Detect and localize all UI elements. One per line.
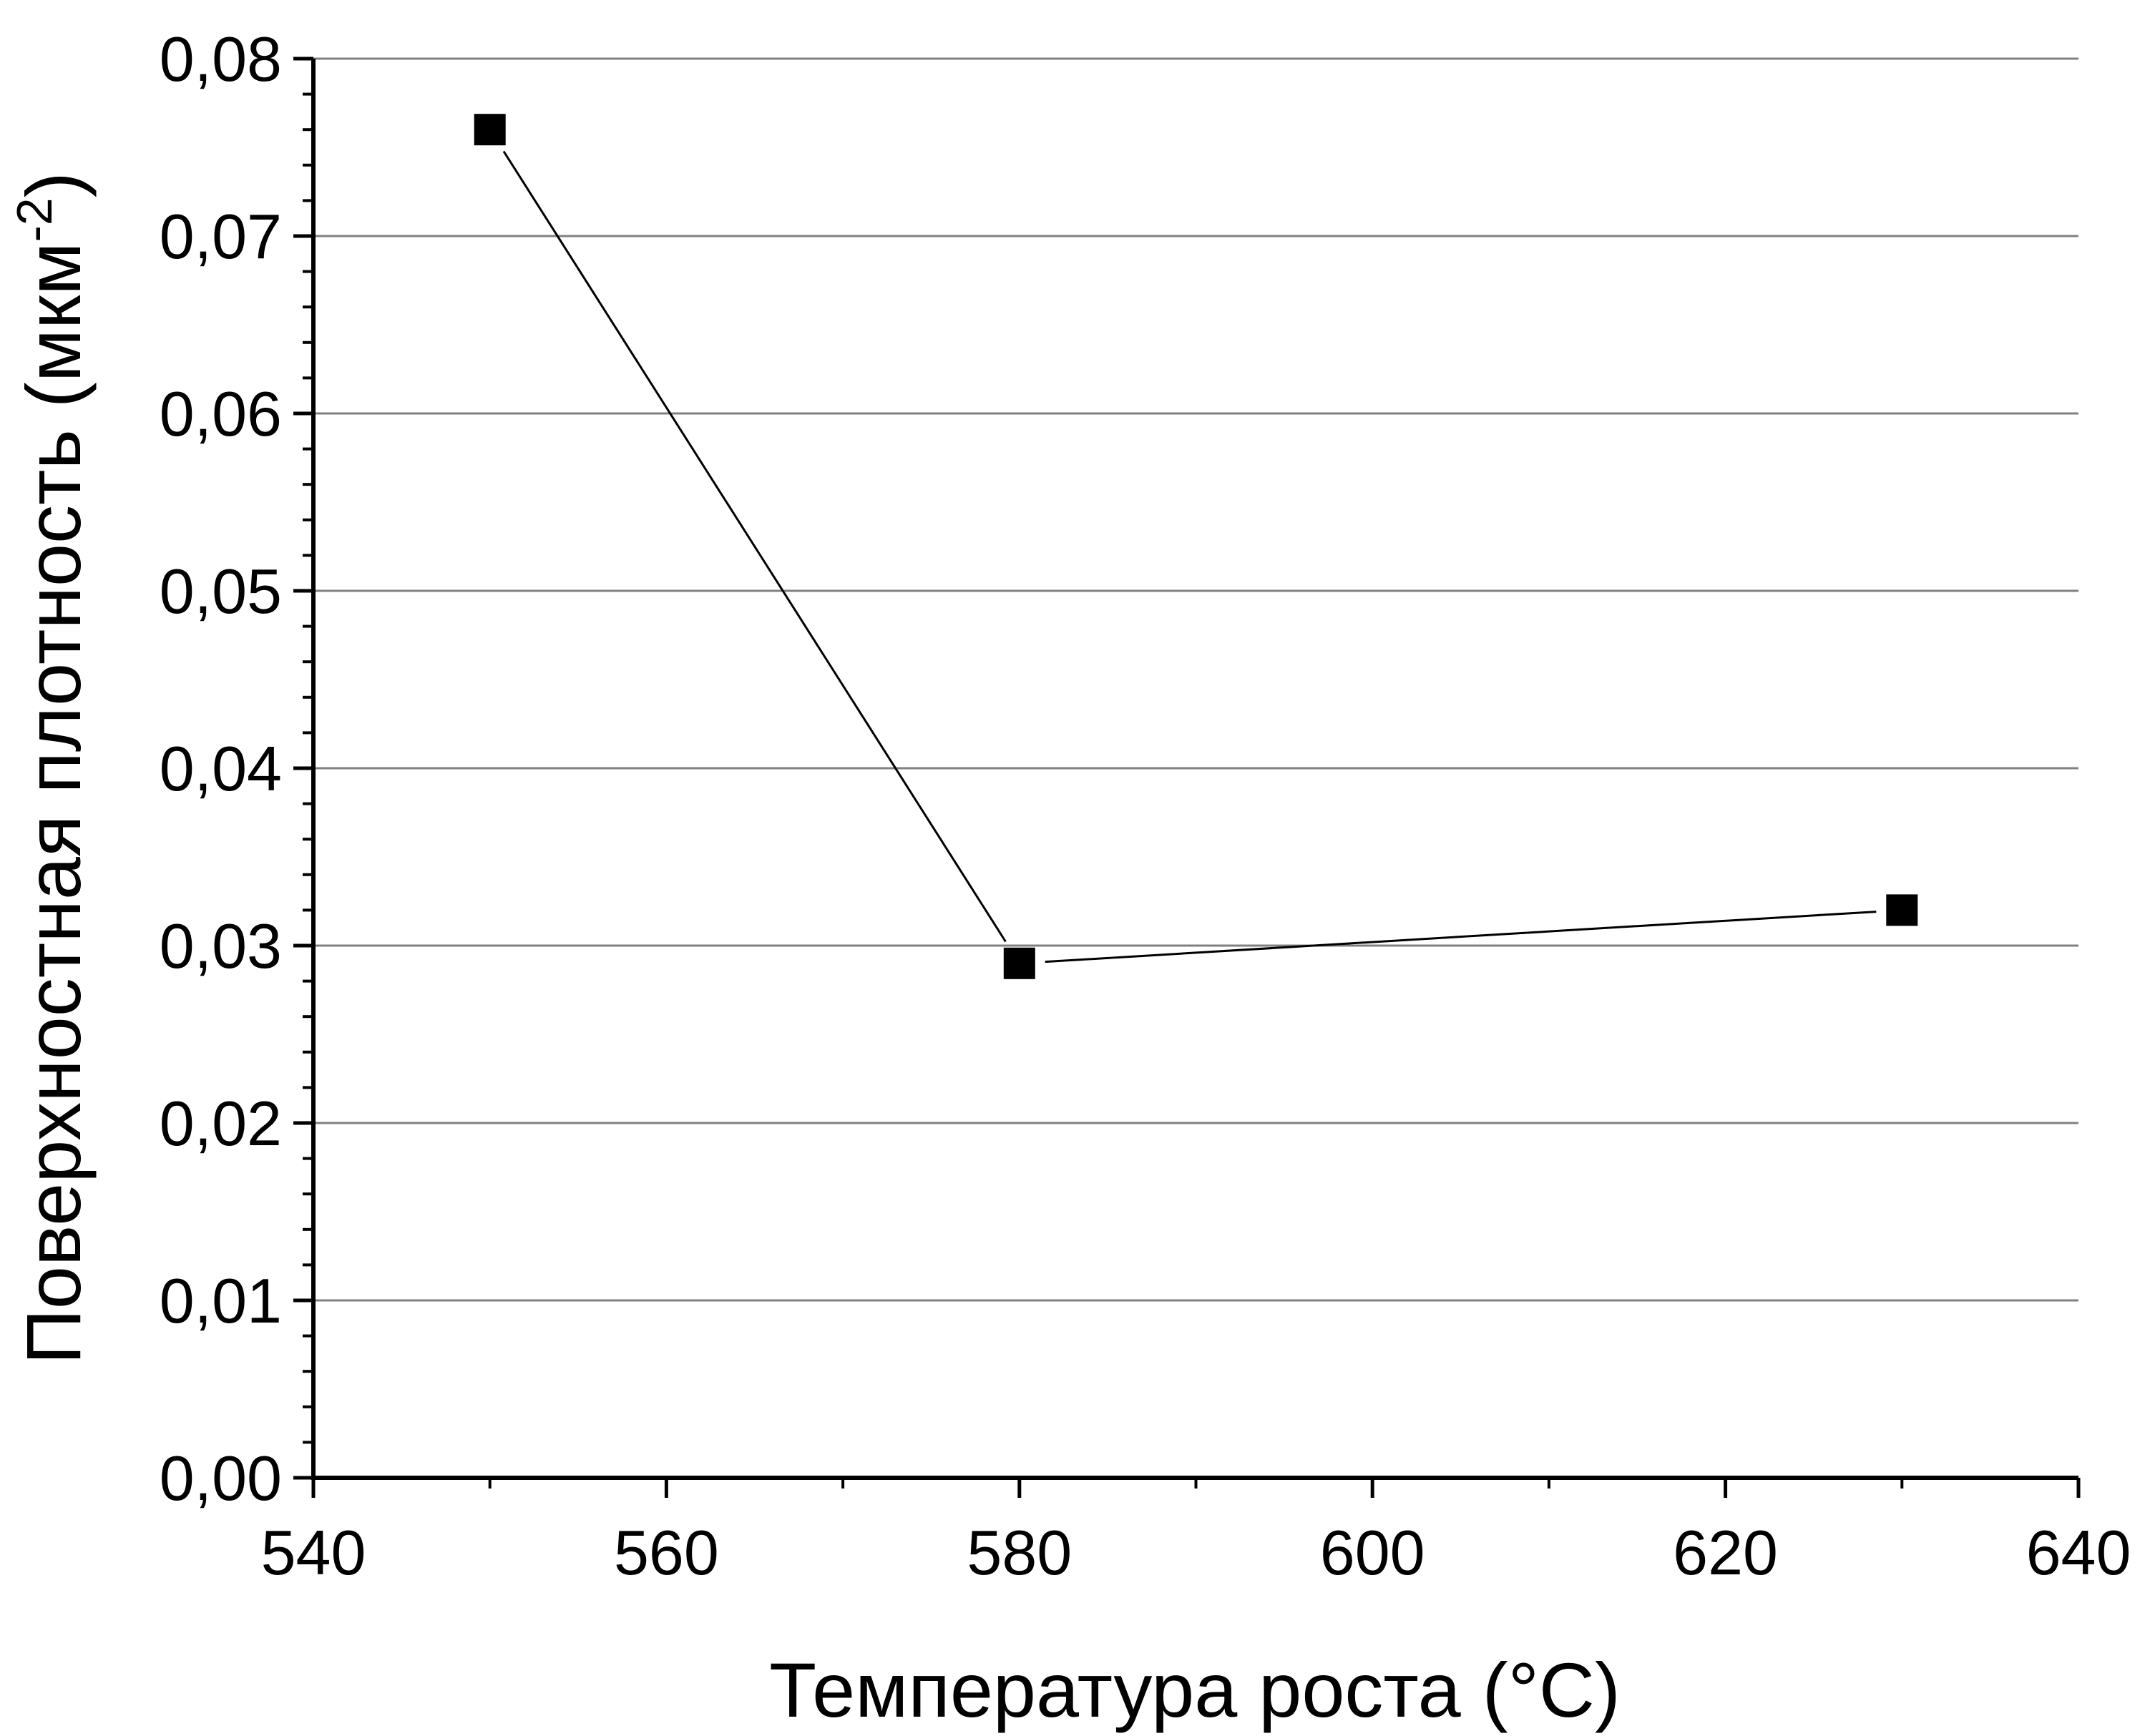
y-axis-title-main: Поверхностная плотность (мкм (10, 242, 97, 1365)
data-point-marker (474, 114, 506, 146)
y-tick-label: 0,08 (160, 24, 282, 94)
y-tick-label: 0,07 (160, 201, 282, 272)
ticks: 0,00 0,01 0,02 0,03 0,04 0,05 0,06 0,07 0,08 540 5… (160, 24, 2131, 1588)
y-tick-label: 0,04 (160, 733, 282, 804)
x-tick-label: 620 (1673, 1517, 1778, 1588)
series (474, 114, 1918, 979)
data-point-marker (1886, 894, 1918, 926)
x-tick-label: 560 (614, 1517, 719, 1588)
data-point-marker (1003, 947, 1035, 979)
series-line-segment (1045, 911, 1877, 963)
y-axis-title: Поверхностная плотность (мкм-2) (6, 172, 97, 1364)
x-axis-title: Температура роста (°C) (769, 1647, 1621, 1733)
grid-lines (313, 57, 2078, 1302)
y-tick-label: 0,06 (160, 378, 282, 449)
x-tick-label: 540 (261, 1517, 366, 1588)
y-axis-title-close: ) (10, 172, 97, 197)
y-tick-label: 0,05 (160, 556, 282, 627)
x-tick-label: 600 (1320, 1517, 1425, 1588)
y-axis-title-superscript: -2 (6, 197, 62, 242)
x-tick-label: 640 (2026, 1517, 2131, 1588)
series-line-segment (502, 150, 1007, 943)
y-tick-label: 0,03 (160, 911, 282, 981)
y-tick-label: 0,02 (160, 1088, 282, 1159)
x-tick-label: 580 (967, 1517, 1072, 1588)
y-tick-label: 0,01 (160, 1265, 282, 1336)
y-tick-label: 0,00 (160, 1443, 282, 1514)
